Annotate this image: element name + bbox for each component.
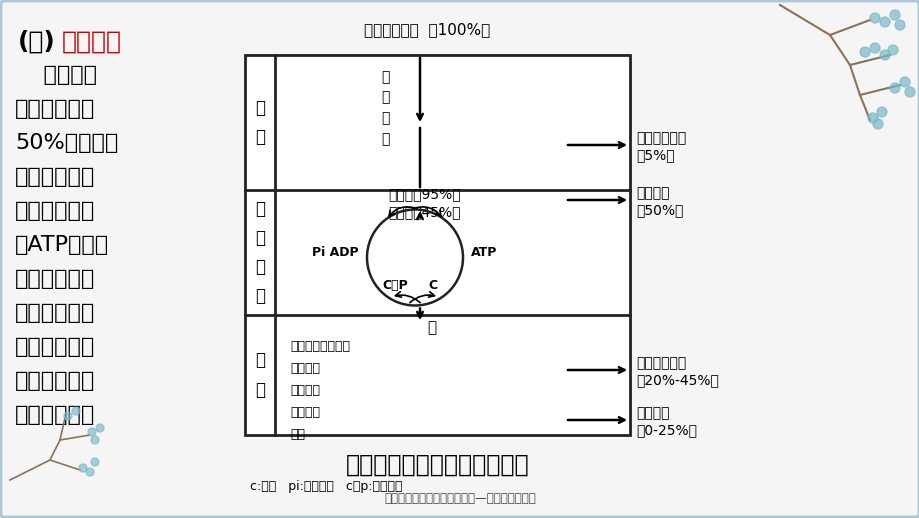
Text: 中国药科大学人体解剖生理学—能量代谢与体温: 中国药科大学人体解剖生理学—能量代谢与体温 xyxy=(384,492,535,505)
Text: c:肌酸   pi:无机磷酸   c～p:磷酸肌酸: c:肌酸 pi:无机磷酸 c～p:磷酸肌酸 xyxy=(250,480,403,493)
Text: (二): (二) xyxy=(18,30,56,54)
Text: 体内能量的转移，贮存和利用: 体内能量的转移，贮存和利用 xyxy=(346,453,528,477)
Text: ATP: ATP xyxy=(471,246,497,259)
Text: 其他: 其他 xyxy=(289,428,305,441)
Circle shape xyxy=(879,50,889,60)
Text: 释
放: 释 放 xyxy=(255,99,265,146)
Text: 生
物
氧
化: 生 物 氧 化 xyxy=(380,70,389,146)
Text: 合成代谢: 合成代谢 xyxy=(289,362,320,375)
Text: 完成各种功能活动: 完成各种功能活动 xyxy=(289,340,349,353)
Text: （0-25%）: （0-25%） xyxy=(635,423,697,437)
Circle shape xyxy=(91,458,99,466)
Text: 能量去路: 能量去路 xyxy=(62,30,122,54)
Text: （20%-45%）: （20%-45%） xyxy=(635,373,718,387)
Text: 由能形式贮存: 由能形式贮存 xyxy=(15,201,96,221)
Circle shape xyxy=(869,43,879,53)
Text: 神经传导: 神经传导 xyxy=(289,384,320,397)
Circle shape xyxy=(872,119,882,129)
Circle shape xyxy=(894,20,904,30)
Circle shape xyxy=(879,17,889,27)
Text: 转
移
贮
存: 转 移 贮 存 xyxy=(255,200,265,305)
Circle shape xyxy=(85,468,94,476)
Circle shape xyxy=(889,10,899,20)
Circle shape xyxy=(904,87,914,97)
Text: Pi ADP: Pi ADP xyxy=(312,246,358,259)
Text: 于ATP中。除: 于ATP中。除 xyxy=(15,235,109,255)
Circle shape xyxy=(91,436,99,444)
Circle shape xyxy=(876,107,886,117)
Circle shape xyxy=(79,464,87,472)
Text: 化学能（45%）: 化学能（45%） xyxy=(389,205,460,219)
Text: 自由能最终也: 自由能最终也 xyxy=(15,371,96,391)
Text: （5%）: （5%） xyxy=(635,148,674,162)
Text: 所完成的机械: 所完成的机械 xyxy=(15,303,96,323)
Text: 食物中的能量  （100%）: 食物中的能量 （100%） xyxy=(364,22,490,37)
Text: 骨骼肌运动时: 骨骼肌运动时 xyxy=(15,269,96,289)
Text: 能: 能 xyxy=(427,320,437,335)
Text: 同时散发热量: 同时散发热量 xyxy=(635,356,686,370)
Circle shape xyxy=(889,83,899,93)
Text: 对外做功: 对外做功 xyxy=(635,406,669,420)
Circle shape xyxy=(64,412,72,420)
Circle shape xyxy=(899,77,909,87)
Bar xyxy=(244,55,630,435)
Circle shape xyxy=(869,13,879,23)
Circle shape xyxy=(867,113,877,123)
Text: 未利用的能量: 未利用的能量 xyxy=(635,131,686,145)
Text: 转变为热能。: 转变为热能。 xyxy=(15,405,96,425)
Text: 外功，其余的: 外功，其余的 xyxy=(15,337,96,357)
Circle shape xyxy=(887,45,897,55)
Circle shape xyxy=(88,428,96,436)
Text: 利
用: 利 用 xyxy=(255,351,265,398)
Text: 肌肉收缩: 肌肉收缩 xyxy=(289,406,320,419)
Text: （50%）: （50%） xyxy=(635,203,683,217)
Text: 释放的能量有: 释放的能量有 xyxy=(15,99,96,119)
Text: C: C xyxy=(428,279,437,292)
Circle shape xyxy=(72,407,80,415)
Text: 能源物质: 能源物质 xyxy=(15,65,96,85)
Text: C～P: C～P xyxy=(381,279,407,292)
Text: 50%转化为热: 50%转化为热 xyxy=(15,133,119,153)
Text: 能，其余以自: 能，其余以自 xyxy=(15,167,96,187)
Text: 散发热量: 散发热量 xyxy=(635,186,669,200)
Circle shape xyxy=(859,47,869,57)
Circle shape xyxy=(96,424,104,432)
Text: 自由能（95%）: 自由能（95%） xyxy=(388,187,460,201)
